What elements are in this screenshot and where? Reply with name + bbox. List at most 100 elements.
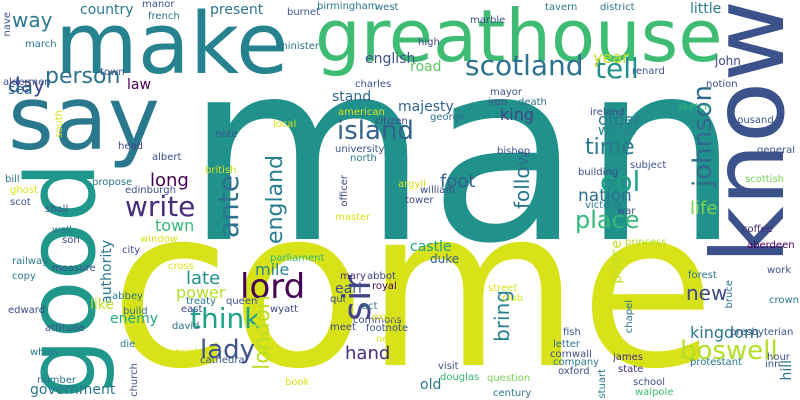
cloud-word: town xyxy=(155,216,195,235)
cloud-word: chapel xyxy=(624,300,635,334)
cloud-word: oxford xyxy=(558,366,590,377)
cloud-word: crown xyxy=(768,295,799,306)
cloud-word: mayor xyxy=(490,87,523,98)
cloud-word: railway xyxy=(12,256,49,267)
cloud-word: bishop xyxy=(497,146,531,157)
cloud-word: inn xyxy=(765,359,781,370)
cloud-word: man xyxy=(185,7,741,298)
cloud-word: queen xyxy=(226,296,258,307)
cloud-word: school xyxy=(633,377,666,388)
cloud-word: iron xyxy=(488,97,508,108)
cloud-word: government xyxy=(30,382,116,398)
cloud-word: william xyxy=(420,185,456,196)
cloud-word: forest xyxy=(688,270,717,281)
cloud-word: company xyxy=(553,357,600,368)
cloud-word: road xyxy=(410,59,442,75)
cloud-word: build xyxy=(123,306,148,317)
cloud-word: ante xyxy=(212,175,245,239)
cloud-word: town xyxy=(100,67,125,78)
cloud-word: sea xyxy=(8,82,33,98)
cloud-word: burnet xyxy=(287,7,321,18)
cloud-word: shall xyxy=(45,204,69,215)
cloud-word: cross xyxy=(168,261,194,272)
cloud-word: cathedral xyxy=(200,355,248,366)
cloud-word: boswell xyxy=(680,336,778,366)
cloud-word: east xyxy=(181,304,203,315)
cloud-word: book xyxy=(285,377,310,388)
cloud-word: kingdom xyxy=(690,323,760,342)
cloud-word: american xyxy=(338,107,385,118)
cloud-word: come xyxy=(110,161,716,400)
cloud-word: whigs xyxy=(30,347,59,358)
cloud-word: charles xyxy=(355,79,392,90)
cloud-word: johnson xyxy=(688,85,718,188)
cloud-word: birmingham xyxy=(317,1,378,12)
cloud-word: greathouse xyxy=(315,0,723,78)
cloud-word: royal xyxy=(372,281,397,292)
cloud-word: district xyxy=(600,2,635,13)
cloud-word: little xyxy=(690,1,722,17)
cloud-word: old xyxy=(420,377,442,393)
cloud-word: prince xyxy=(609,240,625,284)
cloud-word: majesty xyxy=(398,99,454,115)
cloud-word: street xyxy=(488,283,518,294)
cloud-word: question xyxy=(487,373,531,384)
cloud-word: marble xyxy=(470,15,506,26)
cloud-word: french xyxy=(148,11,180,22)
cloud-word: stuart xyxy=(597,369,608,399)
cloud-word: albert xyxy=(152,152,182,163)
cloud-word: write xyxy=(125,190,196,223)
cloud-word: abbey xyxy=(112,291,143,302)
cloud-word: propose xyxy=(92,177,133,188)
cloud-word: long xyxy=(150,170,189,191)
cloud-word: ireland xyxy=(590,107,625,118)
cloud-word: letter xyxy=(553,339,581,350)
cloud-word: treaty xyxy=(186,296,216,307)
cloud-word: bruce xyxy=(724,280,735,309)
cloud-word: university xyxy=(335,144,385,155)
cloud-word: col xyxy=(600,165,641,198)
cloud-word: death xyxy=(518,97,547,108)
cloud-word: thousand xyxy=(727,115,774,126)
cloud-word: lady xyxy=(200,335,256,365)
cloud-word: ghost xyxy=(10,185,38,196)
cloud-word: wall xyxy=(52,225,72,236)
cloud-word: hand xyxy=(345,343,391,364)
cloud-word: protestant xyxy=(690,357,742,368)
cloud-word: qui xyxy=(330,294,346,305)
cloud-word: british xyxy=(205,165,237,176)
cloud-word: bill xyxy=(5,174,20,185)
cloud-word: person xyxy=(45,64,121,89)
cloud-word: present xyxy=(210,2,264,18)
cloud-word: hill xyxy=(779,360,795,381)
cloud-word: princess xyxy=(625,237,667,248)
cloud-word: edinburgh xyxy=(125,185,176,196)
cloud-word: cornwall xyxy=(550,349,592,360)
cloud-word: english xyxy=(365,51,416,67)
cloud-word: nave xyxy=(2,12,13,37)
cloud-word: visit xyxy=(438,361,459,372)
cloud-word: foot xyxy=(440,171,476,192)
cloud-word: walpole xyxy=(635,387,674,398)
cloud-word: make xyxy=(55,0,289,94)
cloud-word: son xyxy=(62,235,80,246)
cloud-word: notion xyxy=(706,79,738,90)
cloud-word: footnote xyxy=(366,323,409,334)
cloud-word: george xyxy=(430,112,466,123)
cloud-word: order xyxy=(598,110,641,129)
cloud-word: like xyxy=(90,297,115,313)
cloud-word: commons xyxy=(353,315,402,326)
cloud-word: attitude xyxy=(45,323,85,334)
cloud-word: exeter xyxy=(372,312,404,323)
cloud-word: fish xyxy=(563,327,581,338)
cloud-word: aldermen xyxy=(3,77,51,88)
cloud-word: high xyxy=(418,37,440,48)
cloud-word: parliament xyxy=(270,253,325,264)
cloud-word: victoria xyxy=(585,200,623,211)
cloud-word: meet xyxy=(330,322,356,333)
cloud-word: note xyxy=(215,129,238,140)
cloud-word: think xyxy=(190,302,261,335)
cloud-word: year xyxy=(593,48,629,67)
cloud-word: church xyxy=(129,363,140,397)
cloud-word: say xyxy=(8,67,160,170)
